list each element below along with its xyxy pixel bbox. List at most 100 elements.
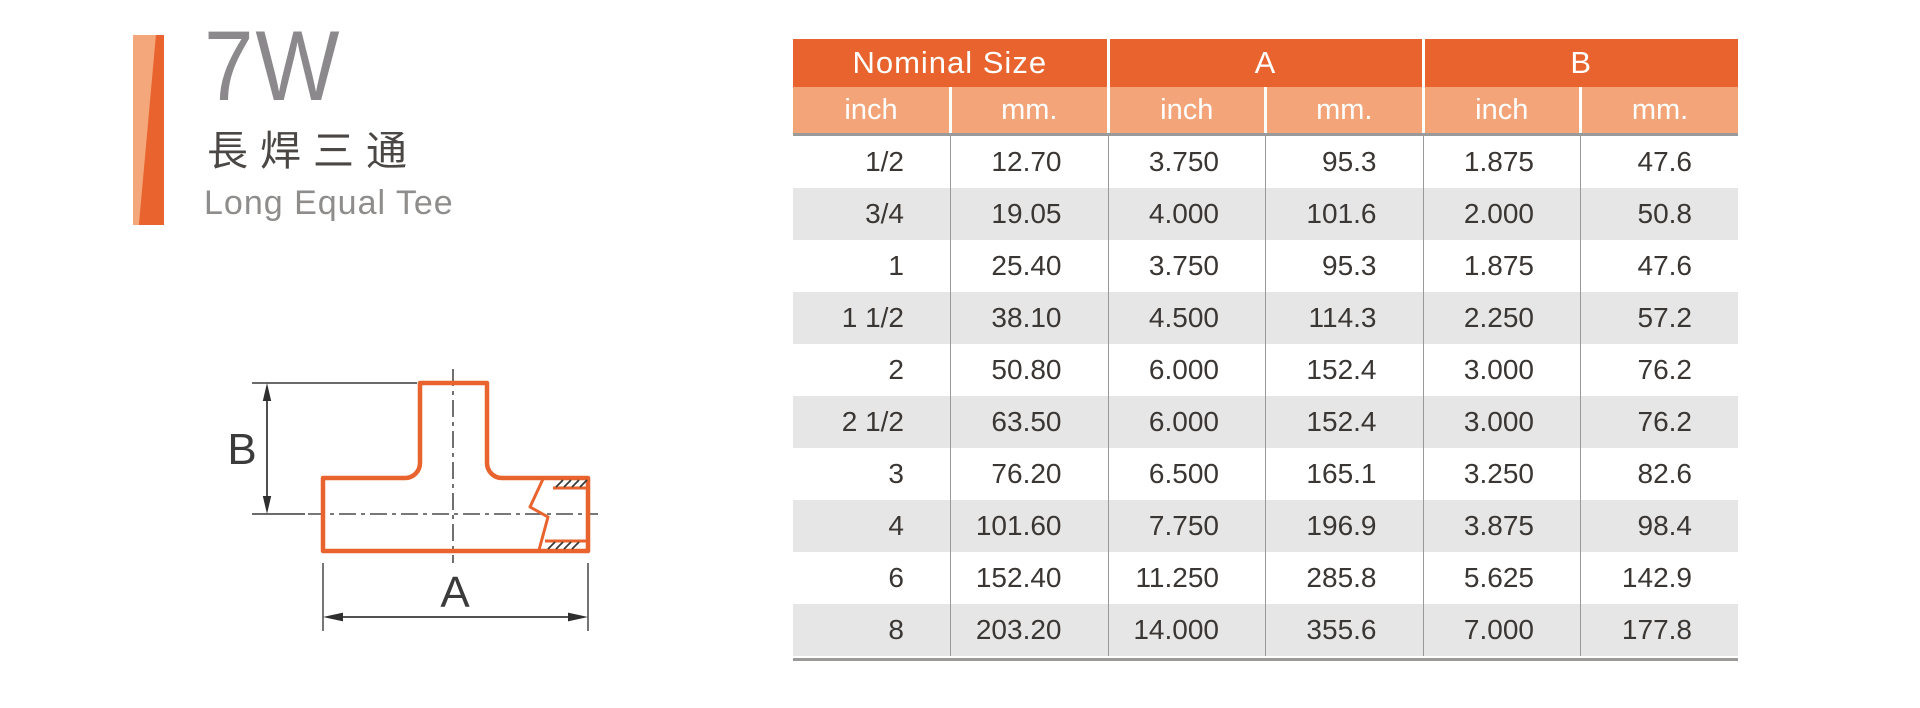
column-sub-header: inch bbox=[793, 87, 951, 136]
column-sub-header: mm. bbox=[1264, 87, 1423, 136]
table-cell: 11.250 bbox=[1107, 552, 1266, 604]
table-cell: 3.250 bbox=[1422, 448, 1581, 500]
table-cell: 3.000 bbox=[1422, 344, 1581, 396]
table-cell: 47.6 bbox=[1580, 240, 1738, 292]
table-cell: 95.3 bbox=[1265, 134, 1423, 188]
table-cell: 25.40 bbox=[950, 240, 1108, 292]
table-cell: 12.70 bbox=[950, 134, 1108, 188]
table-cell: 7.750 bbox=[1107, 500, 1266, 552]
table-row: 8 203.20 14.000 355.6 7.000 177.8 bbox=[793, 604, 1738, 656]
table-cell: 8 bbox=[793, 604, 951, 656]
table-cell: 1 bbox=[793, 240, 951, 292]
column-sub-header: mm. bbox=[949, 87, 1108, 136]
wall-hatching bbox=[547, 479, 588, 550]
table-cell: 5.625 bbox=[1422, 552, 1581, 604]
table-cell: 4.500 bbox=[1107, 292, 1266, 344]
accent-bar-dark-facet bbox=[138, 35, 164, 225]
table-cell: 152.4 bbox=[1265, 396, 1423, 448]
table-head: Nominal Size A B inch mm. inch mm. inch mm. bbox=[793, 39, 1738, 136]
table-cell: 38.10 bbox=[950, 292, 1108, 344]
table-cell: 114.3 bbox=[1265, 292, 1423, 344]
table-cell: 6.000 bbox=[1107, 344, 1266, 396]
table-row: 2 1/2 63.50 6.000 152.4 3.000 76.2 bbox=[793, 396, 1738, 448]
table-cell: 57.2 bbox=[1580, 292, 1738, 344]
column-sub-header: inch bbox=[1421, 87, 1581, 136]
table-cell: 6.500 bbox=[1107, 448, 1266, 500]
table-cell: 101.6 bbox=[1265, 188, 1423, 240]
table-cell: 7.000 bbox=[1422, 604, 1581, 656]
dim-b-arrowhead-down bbox=[262, 496, 272, 514]
table-cell: 4 bbox=[793, 500, 951, 552]
table-cell: 6.000 bbox=[1107, 396, 1266, 448]
table-cell: 1 1/2 bbox=[793, 292, 951, 344]
pipe-break-line bbox=[528, 478, 550, 551]
product-name-chinese: 長焊三通 bbox=[207, 128, 419, 174]
table-cell: 14.000 bbox=[1107, 604, 1266, 656]
dim-b-label: B bbox=[227, 425, 256, 474]
column-group-header: Nominal Size bbox=[793, 39, 1108, 87]
product-code: 7W bbox=[204, 10, 342, 121]
table-row: 1 1/2 38.10 4.500 114.3 2.250 57.2 bbox=[793, 292, 1738, 344]
sub-header-row: inch mm. inch mm. inch mm. bbox=[793, 87, 1738, 136]
table-cell: 2.000 bbox=[1422, 188, 1581, 240]
table-row: 1/2 12.70 3.750 95.3 1.875 47.6 bbox=[793, 134, 1738, 188]
group-header-row: Nominal Size A B bbox=[793, 39, 1738, 87]
table-cell: 152.40 bbox=[950, 552, 1108, 604]
table-cell: 3.750 bbox=[1107, 134, 1266, 188]
dimension-table: Nominal Size A B inch mm. inch mm. inch mm. 1/2… bbox=[793, 39, 1738, 656]
dim-a-arrowhead-left bbox=[323, 612, 343, 622]
table-cell: 177.8 bbox=[1580, 604, 1738, 656]
table-cell: 355.6 bbox=[1265, 604, 1423, 656]
table-cell: 285.8 bbox=[1265, 552, 1423, 604]
table-cell: 63.50 bbox=[950, 396, 1108, 448]
table-body: 1/2 12.70 3.750 95.3 1.875 47.6 3/4 19.05 4.000 1… bbox=[793, 134, 1738, 656]
table-cell: 47.6 bbox=[1580, 134, 1738, 188]
dim-b-arrowhead-up bbox=[262, 383, 272, 401]
tee-outline bbox=[320, 380, 591, 554]
table-cell: 19.05 bbox=[950, 188, 1108, 240]
table-cell: 76.2 bbox=[1580, 396, 1738, 448]
table-cell: 3/4 bbox=[793, 188, 951, 240]
table-cell: 76.2 bbox=[1580, 344, 1738, 396]
table-cell: 3 bbox=[793, 448, 951, 500]
table-cell: 196.9 bbox=[1265, 500, 1423, 552]
dim-a-arrowhead-right bbox=[568, 612, 588, 622]
column-group-header: B bbox=[1421, 39, 1738, 87]
table-row: 3/4 19.05 4.000 101.6 2.000 50.8 bbox=[793, 188, 1738, 240]
table-row: 3 76.20 6.500 165.1 3.250 82.6 bbox=[793, 448, 1738, 500]
table-row: 1 25.40 3.750 95.3 1.875 47.6 bbox=[793, 240, 1738, 292]
table-cell: 76.20 bbox=[950, 448, 1108, 500]
table-cell: 152.4 bbox=[1265, 344, 1423, 396]
table-cell: 50.8 bbox=[1580, 188, 1738, 240]
table-cell: 95.3 bbox=[1265, 240, 1423, 292]
table-row: 2 50.80 6.000 152.4 3.000 76.2 bbox=[793, 344, 1738, 396]
product-name-english: Long Equal Tee bbox=[204, 184, 454, 222]
table-cell: 98.4 bbox=[1580, 500, 1738, 552]
table-cell: 165.1 bbox=[1265, 448, 1423, 500]
table-cell: 3.875 bbox=[1422, 500, 1581, 552]
table-cell: 2.250 bbox=[1422, 292, 1581, 344]
column-group-header: A bbox=[1106, 39, 1423, 87]
table-cell: 2 1/2 bbox=[793, 396, 951, 448]
tee-technical-drawing: B A bbox=[227, 369, 598, 631]
table-cell: 50.80 bbox=[950, 344, 1108, 396]
table-cell: 82.6 bbox=[1580, 448, 1738, 500]
column-sub-header: mm. bbox=[1579, 87, 1738, 136]
table-bottom-rule bbox=[793, 658, 1738, 661]
table-cell: 4.000 bbox=[1107, 188, 1266, 240]
table-row: 6 152.40 11.250 285.8 5.625 142.9 bbox=[793, 552, 1738, 604]
table-cell: 1.875 bbox=[1422, 240, 1581, 292]
column-sub-header: inch bbox=[1106, 87, 1266, 136]
table-cell: 3.000 bbox=[1422, 396, 1581, 448]
table-cell: 3.750 bbox=[1107, 240, 1266, 292]
table-cell: 142.9 bbox=[1580, 552, 1738, 604]
table-cell: 6 bbox=[793, 552, 951, 604]
table-cell: 203.20 bbox=[950, 604, 1108, 656]
table-cell: 1/2 bbox=[793, 134, 951, 188]
table-cell: 101.60 bbox=[950, 500, 1108, 552]
accent-bar bbox=[133, 35, 164, 225]
table-cell: 1.875 bbox=[1422, 134, 1581, 188]
dim-a-label: A bbox=[440, 568, 470, 617]
table-cell: 2 bbox=[793, 344, 951, 396]
